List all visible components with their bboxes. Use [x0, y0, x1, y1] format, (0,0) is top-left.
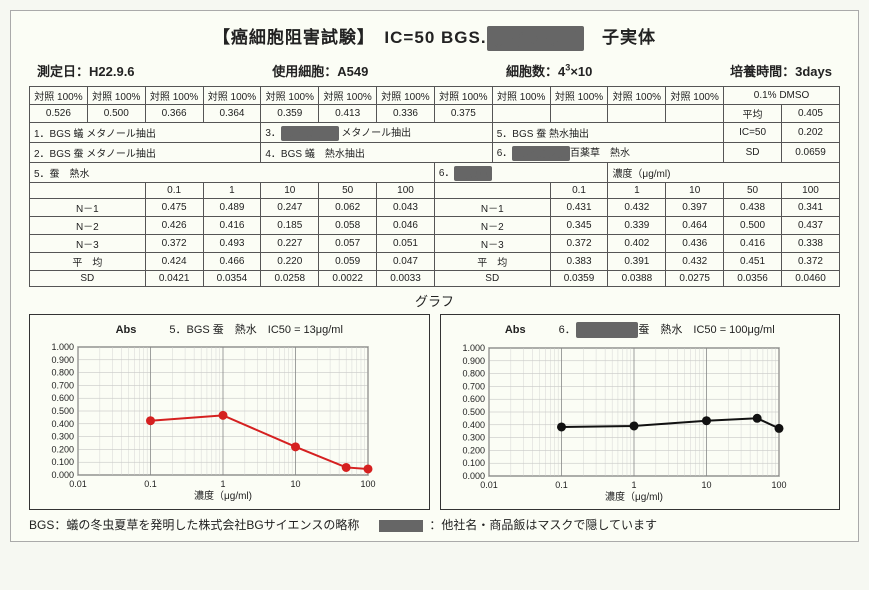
graph-label: グラフ — [29, 291, 840, 310]
svg-text:0.200: 0.200 — [462, 445, 485, 455]
svg-text:0.600: 0.600 — [51, 393, 74, 403]
svg-text:0.500: 0.500 — [51, 406, 74, 416]
svg-text:0.300: 0.300 — [462, 432, 485, 442]
chart-title: Abs 6．ウイズラブ蚕 熱水 IC50 = 100μg/ml — [449, 321, 832, 338]
footer-mask-note: ：他社名・商品飯はマスクで隠しています — [379, 516, 657, 533]
svg-text:0.1: 0.1 — [555, 480, 568, 490]
svg-text:0.400: 0.400 — [462, 419, 485, 429]
meta-row: 測定日：H22.9.6 使用細胞：A549 細胞数：43×10 培養時間：3da… — [37, 61, 832, 80]
chart-1: Abs 6．ウイズラブ蚕 熱水 IC50 = 100μg/ml 1.000 0.90… — [440, 314, 841, 510]
mask-swatch — [379, 520, 423, 532]
svg-text:0.01: 0.01 — [69, 479, 87, 489]
svg-text:濃度（μg/ml): 濃度（μg/ml) — [194, 489, 252, 501]
svg-text:0.200: 0.200 — [51, 444, 74, 454]
svg-text:0.600: 0.600 — [462, 394, 485, 404]
svg-text:0.800: 0.800 — [51, 367, 74, 377]
svg-text:100: 100 — [771, 480, 786, 490]
chart-svg: 1.000 0.900 0.800 0.700 0.600 0.500 0.400 0.300… — [449, 342, 789, 502]
chart-0: Abs 5．BGS 蚕 熱水 IC50 = 13μg/ml 1.000 0.900 0… — [29, 314, 430, 510]
svg-text:濃度（μg/ml): 濃度（μg/ml) — [605, 490, 663, 502]
svg-text:0.500: 0.500 — [462, 407, 485, 417]
meta-date: 測定日：H22.9.6 — [37, 61, 135, 80]
svg-text:0.700: 0.700 — [51, 380, 74, 390]
footer-bgs: BGS：蟻の冬虫夏草を発明した株式会社BGサイエンスの略称 — [29, 516, 359, 533]
svg-text:0.100: 0.100 — [51, 457, 74, 467]
svg-text:0.400: 0.400 — [51, 418, 74, 428]
title-prefix: 【癌細胞阻害試験】 IC=50 BGS. — [213, 28, 487, 47]
title-mask: ウイズラブ — [487, 26, 585, 51]
svg-text:100: 100 — [360, 479, 375, 489]
svg-text:0.01: 0.01 — [480, 480, 498, 490]
svg-text:10: 10 — [701, 480, 711, 490]
footer-mask-text: ：他社名・商品飯はマスクで隠しています — [429, 518, 657, 532]
meta-count: 細胞数：43×10 — [506, 61, 592, 80]
svg-text:10: 10 — [290, 479, 300, 489]
svg-text:0.900: 0.900 — [462, 355, 485, 365]
title-suffix: 子実体 — [584, 28, 656, 47]
meta-cell: 使用細胞：A549 — [272, 61, 368, 80]
footer: BGS：蟻の冬虫夏草を発明した株式会社BGサイエンスの略称 ：他社名・商品飯はマ… — [29, 516, 840, 533]
svg-text:1: 1 — [631, 480, 636, 490]
svg-text:0.900: 0.900 — [51, 354, 74, 364]
svg-text:0.100: 0.100 — [462, 458, 485, 468]
svg-text:1.000: 1.000 — [51, 342, 74, 352]
svg-text:1: 1 — [220, 479, 225, 489]
svg-text:1.000: 1.000 — [462, 343, 485, 353]
chart-svg: 1.000 0.900 0.800 0.700 0.600 0.500 0.400 0.300… — [38, 341, 378, 501]
chart-title: Abs 5．BGS 蚕 熱水 IC50 = 13μg/ml — [38, 321, 421, 337]
svg-text:0.700: 0.700 — [462, 381, 485, 391]
charts-row: Abs 5．BGS 蚕 熱水 IC50 = 13μg/ml 1.000 0.900 0… — [29, 314, 840, 510]
page: 【癌細胞阻害試験】 IC=50 BGS.ウイズラブ 子実体 測定日：H22.9.… — [10, 10, 859, 542]
svg-text:0.300: 0.300 — [51, 431, 74, 441]
page-title: 【癌細胞阻害試験】 IC=50 BGS.ウイズラブ 子実体 — [29, 23, 840, 51]
top-table: 対照 100%対照 100%対照 100%対照 100%対照 100%対照 10… — [29, 86, 840, 287]
meta-time: 培養時間：3days — [730, 61, 832, 80]
svg-text:0.800: 0.800 — [462, 368, 485, 378]
svg-text:0.1: 0.1 — [144, 479, 157, 489]
